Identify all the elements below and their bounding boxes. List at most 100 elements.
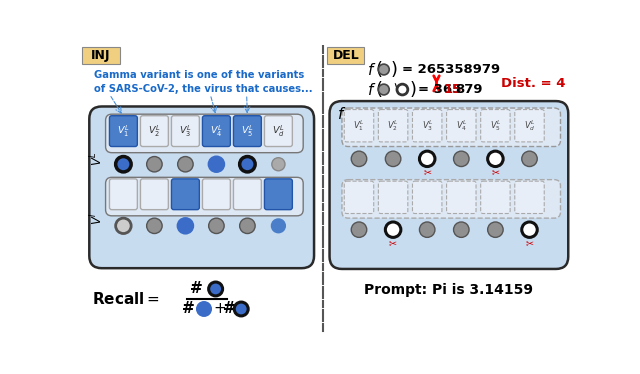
Text: $f$: $f$ — [367, 61, 376, 77]
Text: #: # — [223, 301, 236, 316]
FancyBboxPatch shape — [412, 110, 442, 142]
Text: DEL: DEL — [332, 49, 359, 62]
Text: $+$: $+$ — [212, 301, 226, 316]
Circle shape — [351, 222, 367, 237]
Text: = 365: = 365 — [418, 83, 461, 96]
FancyBboxPatch shape — [447, 181, 476, 214]
Text: $V_1^L$: $V_1^L$ — [353, 118, 365, 133]
FancyBboxPatch shape — [447, 110, 476, 142]
Text: $V_4^L$: $V_4^L$ — [456, 118, 467, 133]
Circle shape — [419, 222, 435, 237]
Text: 15: 15 — [444, 83, 461, 96]
FancyBboxPatch shape — [342, 180, 561, 218]
FancyBboxPatch shape — [515, 110, 544, 142]
Circle shape — [239, 218, 255, 233]
Circle shape — [209, 282, 223, 296]
Text: $V_d^L$: $V_d^L$ — [524, 118, 535, 133]
FancyBboxPatch shape — [172, 116, 199, 147]
Text: 879: 879 — [455, 83, 483, 96]
FancyBboxPatch shape — [378, 181, 408, 214]
Text: $V_3^L$: $V_3^L$ — [179, 123, 191, 139]
Text: (: ( — [375, 61, 382, 79]
Text: $V^L$: $V^L$ — [89, 151, 106, 166]
FancyBboxPatch shape — [106, 114, 303, 153]
Circle shape — [522, 151, 537, 166]
FancyBboxPatch shape — [327, 47, 364, 64]
Text: ): ) — [391, 61, 398, 79]
FancyBboxPatch shape — [330, 101, 568, 269]
Text: = 265358979: = 265358979 — [402, 63, 500, 76]
Text: $V_3^L$: $V_3^L$ — [422, 118, 433, 133]
FancyBboxPatch shape — [515, 181, 544, 214]
Circle shape — [272, 219, 285, 232]
FancyBboxPatch shape — [481, 110, 510, 142]
FancyBboxPatch shape — [109, 179, 138, 210]
FancyBboxPatch shape — [83, 47, 120, 64]
FancyBboxPatch shape — [106, 177, 303, 216]
Text: Gamma variant is one of the variants
of SARS-CoV-2, the virus that causes...: Gamma variant is one of the variants of … — [94, 70, 312, 94]
Circle shape — [239, 157, 255, 172]
Circle shape — [454, 222, 469, 237]
FancyBboxPatch shape — [234, 116, 261, 147]
Circle shape — [385, 222, 401, 237]
Text: #: # — [190, 282, 203, 297]
Circle shape — [488, 151, 503, 166]
Text: $V^I$: $V^I$ — [89, 212, 106, 225]
Text: $V_5^L$: $V_5^L$ — [241, 123, 253, 139]
Circle shape — [209, 218, 224, 233]
Circle shape — [397, 84, 408, 95]
Circle shape — [178, 218, 193, 233]
FancyBboxPatch shape — [344, 181, 374, 214]
Circle shape — [197, 302, 211, 316]
Text: $\setminus$: $\setminus$ — [391, 82, 400, 97]
Text: $f$: $f$ — [367, 82, 376, 98]
FancyBboxPatch shape — [172, 179, 199, 210]
Text: $f$: $f$ — [337, 106, 347, 122]
Text: $\mathbf{Recall} =$: $\mathbf{Recall} =$ — [92, 291, 159, 307]
FancyBboxPatch shape — [264, 179, 292, 210]
FancyBboxPatch shape — [140, 116, 168, 147]
Text: Dist. = 4: Dist. = 4 — [501, 77, 565, 90]
Text: $V_2^L$: $V_2^L$ — [387, 118, 399, 133]
Text: $V_1^L$: $V_1^L$ — [117, 123, 130, 139]
Text: ✂: ✂ — [423, 167, 431, 177]
Circle shape — [488, 222, 503, 237]
Circle shape — [385, 151, 401, 166]
Circle shape — [378, 84, 389, 95]
Text: $V_d^L$: $V_d^L$ — [272, 123, 285, 139]
Text: ✂: ✂ — [389, 239, 397, 249]
Circle shape — [147, 218, 162, 233]
FancyBboxPatch shape — [140, 179, 168, 210]
FancyBboxPatch shape — [90, 107, 314, 268]
FancyBboxPatch shape — [202, 116, 230, 147]
Text: ✂: ✂ — [525, 239, 534, 249]
Text: ✂: ✂ — [492, 167, 499, 177]
FancyBboxPatch shape — [481, 181, 510, 214]
Circle shape — [116, 157, 131, 172]
Text: (: ( — [375, 80, 382, 98]
FancyBboxPatch shape — [202, 179, 230, 210]
Circle shape — [234, 302, 248, 316]
FancyBboxPatch shape — [378, 110, 408, 142]
Circle shape — [454, 151, 469, 166]
FancyBboxPatch shape — [234, 179, 261, 210]
Circle shape — [272, 158, 285, 171]
Text: Prompt: Pi is 3.14159: Prompt: Pi is 3.14159 — [364, 283, 533, 297]
Circle shape — [178, 157, 193, 172]
Text: #: # — [182, 301, 195, 316]
Text: $V_2^L$: $V_2^L$ — [148, 123, 161, 139]
FancyBboxPatch shape — [342, 108, 561, 147]
Text: INJ: INJ — [91, 49, 111, 62]
Text: ): ) — [410, 80, 417, 98]
Circle shape — [522, 222, 537, 237]
Circle shape — [378, 64, 389, 75]
FancyBboxPatch shape — [412, 181, 442, 214]
Text: $V_5^L$: $V_5^L$ — [490, 118, 501, 133]
Circle shape — [419, 151, 435, 166]
FancyBboxPatch shape — [264, 116, 292, 147]
Circle shape — [116, 218, 131, 233]
Circle shape — [209, 157, 224, 172]
Circle shape — [351, 151, 367, 166]
Text: $V_4^L$: $V_4^L$ — [210, 123, 223, 139]
Circle shape — [147, 157, 162, 172]
